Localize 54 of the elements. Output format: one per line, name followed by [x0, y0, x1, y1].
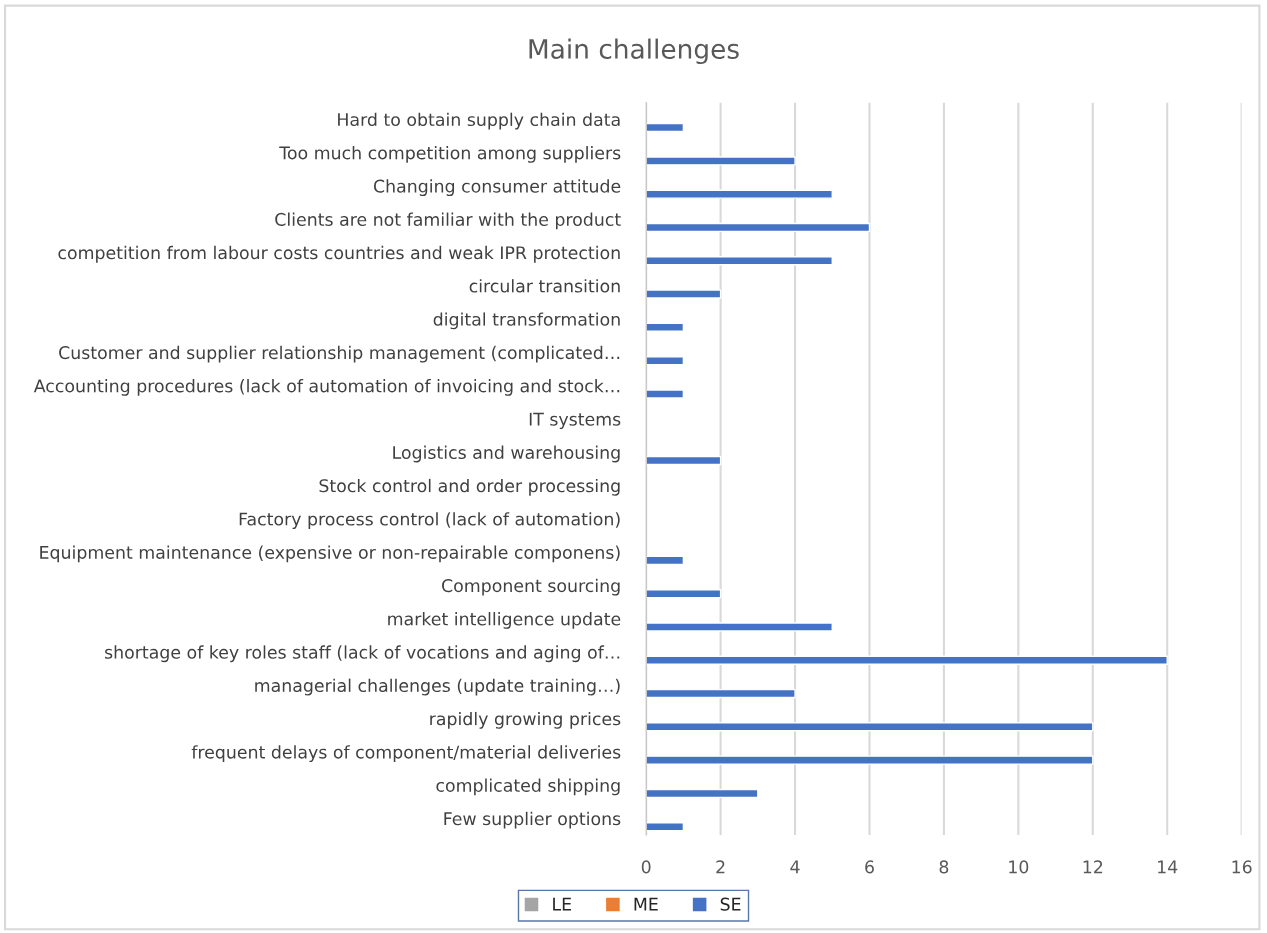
bar [646, 688, 796, 699]
y-tick-label: market intelligence update [388, 612, 621, 629]
x-tick-label: 14 [1158, 860, 1178, 874]
bar [646, 355, 685, 366]
chart-title: Main challenges [529, 38, 739, 65]
bar [646, 289, 722, 299]
bar [646, 122, 685, 133]
legend-label: ME [634, 897, 658, 911]
y-tick-label: IT systems [529, 412, 621, 430]
bar [646, 788, 759, 799]
y-tick-label: Equipment maintenance (expensive or non-repairable componens) [40, 545, 620, 563]
bar [646, 655, 1168, 665]
x-tick-label: 10 [1009, 860, 1029, 874]
bar [646, 622, 833, 632]
y-tick-label: Component sourcing [442, 578, 620, 596]
x-tick-label: 6 [865, 860, 874, 874]
x-tick-label: 8 [939, 860, 949, 874]
bar [646, 755, 1094, 765]
x-tick-label: 16 [1232, 860, 1252, 874]
x-tick-label: 0 [641, 860, 651, 874]
bar [646, 189, 833, 199]
y-tick-label: Changing consumer attitude [373, 179, 621, 197]
x-tick-label: 12 [1083, 860, 1103, 874]
bar [646, 156, 796, 166]
bar [646, 256, 833, 266]
y-tick-label: rapidly growing prices [430, 711, 621, 729]
bar [646, 822, 685, 832]
x-tick-label: 4 [790, 860, 800, 874]
y-tick-label: frequent delays of component/material deliveries [191, 745, 621, 763]
bar [646, 555, 685, 566]
x-tick-label: 2 [716, 860, 725, 874]
bar [646, 322, 685, 332]
legend-label: LE [553, 897, 571, 911]
y-tick-label: Too much competition among suppliers [279, 145, 621, 163]
bar [646, 389, 685, 399]
bar [646, 222, 871, 233]
bar [646, 455, 722, 466]
y-tick-label: Factory process control (lack of automation) [239, 512, 620, 529]
y-tick-label: managerial challenges (update training…) [255, 678, 620, 696]
y-tick-label: Accounting procedures (lack of automation of invoicing and stock… [33, 379, 620, 396]
bar [646, 722, 1094, 732]
y-tick-label: Clients are not familiar with the product [275, 212, 621, 230]
y-tick-label: shortage of key roles staff (lack of vocations and aging of… [105, 645, 620, 663]
y-tick-label: circular transition [469, 279, 620, 293]
legend-label: SE [720, 897, 741, 911]
y-tick-label: Few supplier options [444, 811, 621, 829]
y-tick-label: Stock control and order processing [319, 478, 620, 496]
y-tick-label: complicated shipping [436, 778, 620, 796]
bar [646, 589, 722, 599]
y-tick-label: competition from labour costs countries and weak IPR protection [58, 245, 620, 263]
y-tick-label: Logistics and warehousing [393, 445, 620, 463]
y-tick-label: digital transformation [433, 312, 620, 330]
y-tick-label: Hard to obtain supply chain data [338, 112, 620, 130]
y-tick-label: Customer and supplier relationship management (complicated… [59, 345, 620, 363]
